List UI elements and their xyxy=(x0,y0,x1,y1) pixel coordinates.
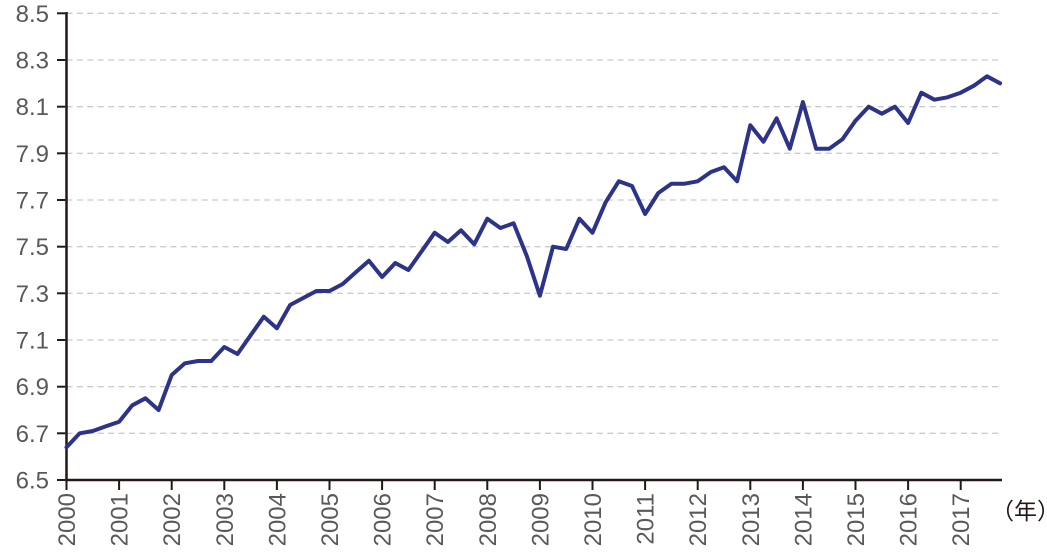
y-axis-label: 7.1 xyxy=(16,328,49,355)
x-axis-label: 2016 xyxy=(896,493,923,546)
y-axis-label: 7.3 xyxy=(16,281,49,308)
y-axis-label: 7.9 xyxy=(16,141,49,168)
unit-label: （年） xyxy=(991,498,1047,524)
y-axis-label: 7.5 xyxy=(16,234,49,261)
x-axis-label: 2011 xyxy=(633,493,660,545)
x-axis-label: 2014 xyxy=(790,493,817,546)
x-axis-label: 2008 xyxy=(475,493,502,546)
x-axis-label: 2010 xyxy=(580,493,607,546)
x-axis-label: 2000 xyxy=(54,493,81,546)
x-axis-label: 2003 xyxy=(212,493,239,546)
y-axis-label: 8.1 xyxy=(16,94,49,121)
x-axis-label: 2015 xyxy=(843,493,870,546)
y-axis-label: 6.7 xyxy=(16,421,49,448)
y-axis-label: 8.5 xyxy=(16,1,49,28)
x-axis-label: 2012 xyxy=(685,493,712,546)
x-axis-label: 2004 xyxy=(264,493,291,546)
x-axis-label: 2013 xyxy=(738,493,765,546)
x-axis-label: 2009 xyxy=(527,493,554,546)
x-axis-label: 2005 xyxy=(317,493,344,546)
y-axis-label: 7.7 xyxy=(16,188,49,215)
data-series-line xyxy=(64,74,1003,450)
y-axis-label: 8.3 xyxy=(16,48,49,75)
x-axis-label: 2017 xyxy=(948,493,975,546)
y-axis-label: 6.5 xyxy=(16,468,49,495)
y-axis-label: 6.9 xyxy=(16,374,49,401)
x-axis-label: 2007 xyxy=(422,493,449,546)
x-axis-label: 2006 xyxy=(370,493,397,546)
x-axis-label: 2001 xyxy=(107,493,134,546)
x-axis-label: 2002 xyxy=(159,493,186,546)
